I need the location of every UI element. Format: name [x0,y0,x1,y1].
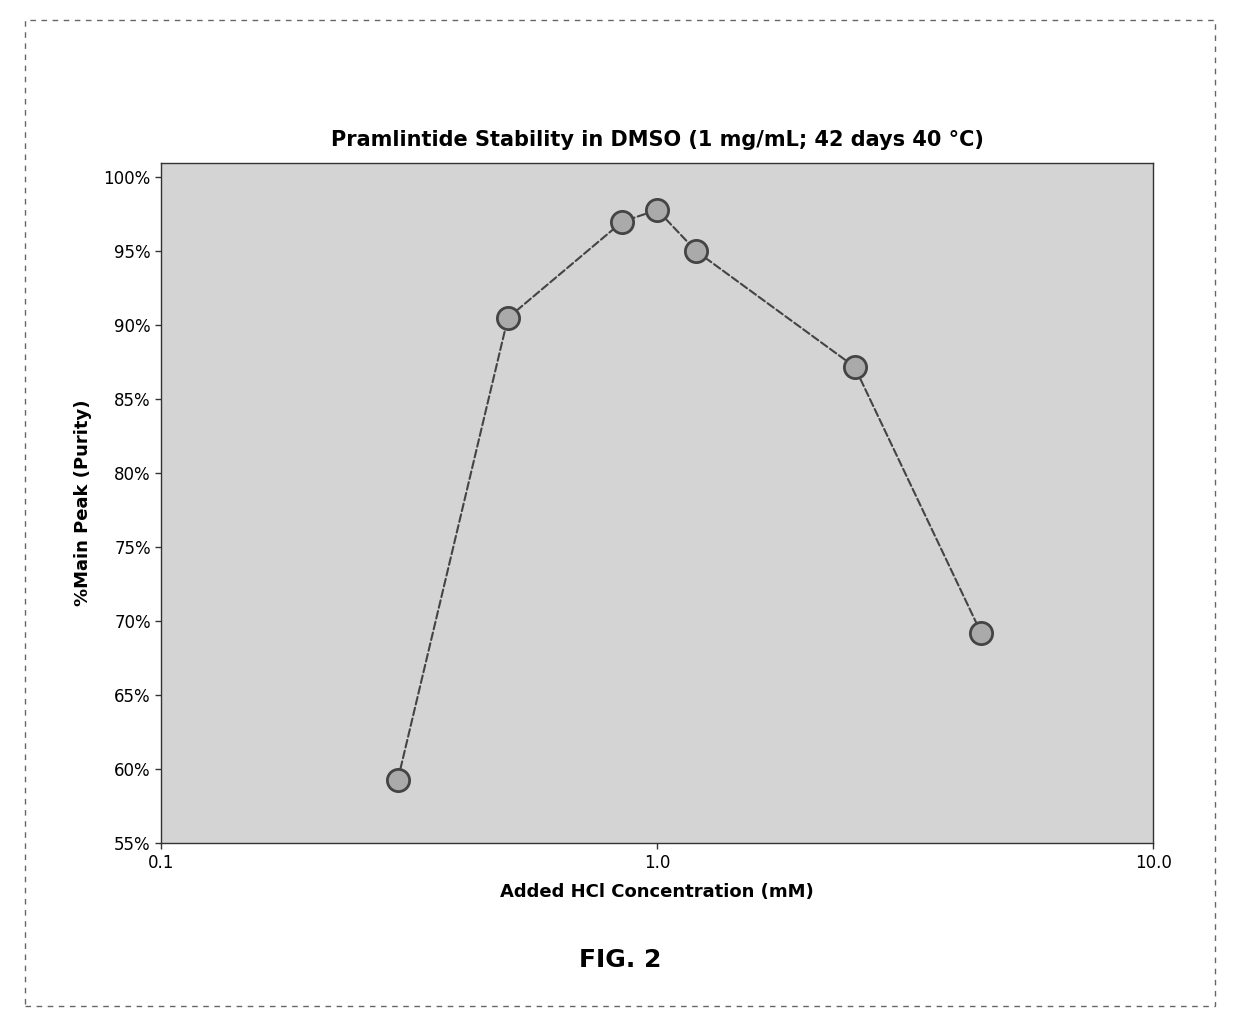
X-axis label: Added HCl Concentration (mM): Added HCl Concentration (mM) [500,883,815,901]
Point [971,625,991,641]
Title: Pramlintide Stability in DMSO (1 mg/mL; 42 days 40 °C): Pramlintide Stability in DMSO (1 mg/mL; … [331,130,983,150]
Point [613,213,632,230]
Y-axis label: %Main Peak (Purity): %Main Peak (Purity) [74,399,93,607]
Point [647,202,667,218]
Text: FIG. 2: FIG. 2 [579,948,661,972]
Point [844,359,864,375]
Point [687,243,707,259]
Point [388,771,408,787]
Point [498,310,518,326]
